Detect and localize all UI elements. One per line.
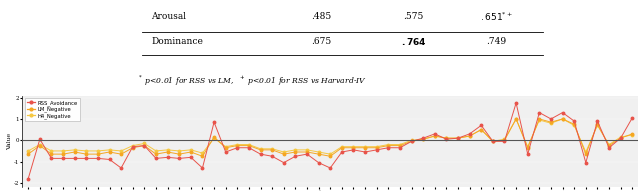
RSS_Avoidance — [24, 177, 32, 180]
LM_Negative — [500, 139, 508, 141]
RSS_Avoidance — [187, 156, 195, 159]
Line: RSS_Avoidance: RSS_Avoidance — [27, 102, 634, 180]
H4_Negative — [431, 135, 438, 137]
H4_Negative — [512, 118, 520, 120]
LM_Negative — [628, 133, 636, 135]
H4_Negative — [326, 153, 334, 155]
LM_Negative — [187, 151, 195, 153]
Text: .485: .485 — [312, 12, 332, 21]
LM_Negative — [396, 144, 404, 147]
Line: H4_Negative: H4_Negative — [27, 118, 634, 155]
RSS_Avoidance — [628, 117, 636, 119]
Text: $.651^{*+}$: $.651^{*+}$ — [480, 10, 513, 23]
RSS_Avoidance — [408, 140, 415, 142]
LM_Negative — [512, 118, 520, 120]
H4_Negative — [396, 143, 404, 146]
RSS_Avoidance — [512, 102, 520, 104]
H4_Negative — [187, 149, 195, 151]
Legend: RSS_Avoidance, LM_Negative, H4_Negative: RSS_Avoidance, LM_Negative, H4_Negative — [25, 98, 79, 121]
LM_Negative — [24, 153, 32, 155]
Text: Dominance: Dominance — [151, 37, 203, 46]
LM_Negative — [419, 138, 427, 140]
RSS_Avoidance — [570, 120, 578, 122]
Text: $\mathbf{.764}$: $\mathbf{.764}$ — [401, 36, 426, 47]
Text: $^*$ p<0.01 for RSS vs LM,  $^+$ p<0.01 for RSS vs Harvard-IV: $^*$ p<0.01 for RSS vs LM, $^+$ p<0.01 f… — [137, 74, 367, 88]
LM_Negative — [198, 155, 206, 157]
H4_Negative — [500, 138, 508, 140]
RSS_Avoidance — [489, 140, 497, 142]
H4_Negative — [419, 138, 427, 140]
LM_Negative — [385, 144, 392, 147]
Line: LM_Negative: LM_Negative — [27, 118, 634, 158]
H4_Negative — [628, 134, 636, 136]
LM_Negative — [431, 135, 438, 137]
H4_Negative — [385, 143, 392, 146]
RSS_Avoidance — [373, 149, 381, 151]
Y-axis label: Value: Value — [7, 133, 12, 150]
Text: .575: .575 — [403, 12, 424, 21]
Text: Arousal: Arousal — [151, 12, 186, 21]
H4_Negative — [24, 150, 32, 152]
RSS_Avoidance — [385, 146, 392, 149]
Text: .749: .749 — [486, 37, 507, 46]
Text: .675: .675 — [312, 37, 332, 46]
